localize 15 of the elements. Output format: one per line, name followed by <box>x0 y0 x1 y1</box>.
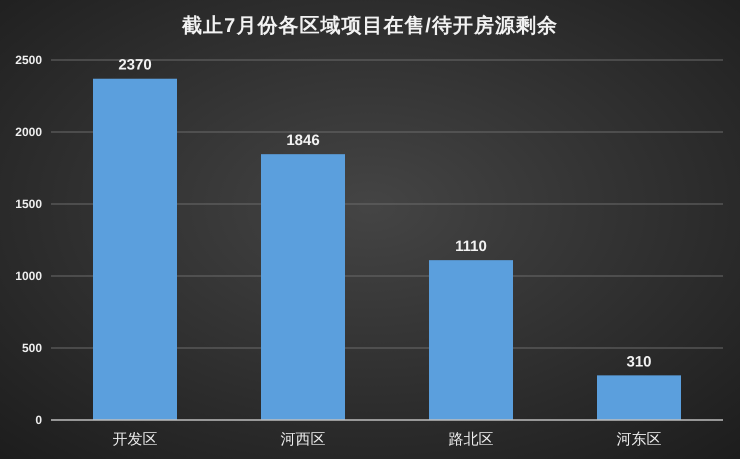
y-tick-label: 0 <box>35 413 42 428</box>
data-label: 310 <box>626 353 652 370</box>
y-tick-label: 500 <box>22 341 42 356</box>
data-label: 1846 <box>286 132 320 150</box>
chart-title: 截止7月份各区域项目在售/待开房源剩余 <box>181 14 558 37</box>
x-tick-label: 河西区 <box>280 431 326 448</box>
y-tick-label: 2000 <box>15 125 42 140</box>
x-tick-label: 路北区 <box>448 431 494 448</box>
y-tick-label: 1000 <box>15 269 42 284</box>
y-tick-label: 1500 <box>15 197 42 212</box>
y-tick-label: 2500 <box>15 53 42 68</box>
x-tick-label: 开发区 <box>112 431 158 448</box>
data-label: 2370 <box>118 56 152 74</box>
x-tick-label: 河东区 <box>616 431 662 448</box>
data-label: 1110 <box>455 238 487 256</box>
